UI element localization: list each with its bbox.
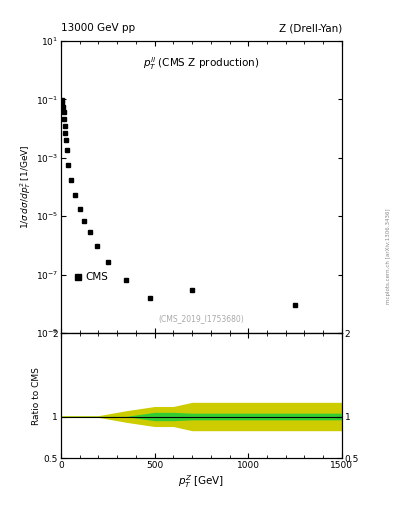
Text: Z (Drell-Yan): Z (Drell-Yan) (279, 23, 342, 33)
Y-axis label: $1/\sigma\,d\sigma/dp_T^2\;[1/\mathrm{GeV}]$: $1/\sigma\,d\sigma/dp_T^2\;[1/\mathrm{Ge… (18, 145, 33, 229)
Text: mcplots.cern.ch [arXiv:1306.3436]: mcplots.cern.ch [arXiv:1306.3436] (386, 208, 391, 304)
X-axis label: $p_T^Z\;[\mathrm{GeV}]$: $p_T^Z\;[\mathrm{GeV}]$ (178, 473, 224, 489)
Text: 13000 GeV pp: 13000 GeV pp (61, 23, 135, 33)
Text: (CMS_2019_I1753680): (CMS_2019_I1753680) (158, 314, 244, 323)
Y-axis label: Ratio to CMS: Ratio to CMS (32, 367, 41, 424)
Text: CMS: CMS (85, 272, 108, 283)
Text: $p_T^{ll}$ (CMS Z production): $p_T^{ll}$ (CMS Z production) (143, 56, 259, 72)
